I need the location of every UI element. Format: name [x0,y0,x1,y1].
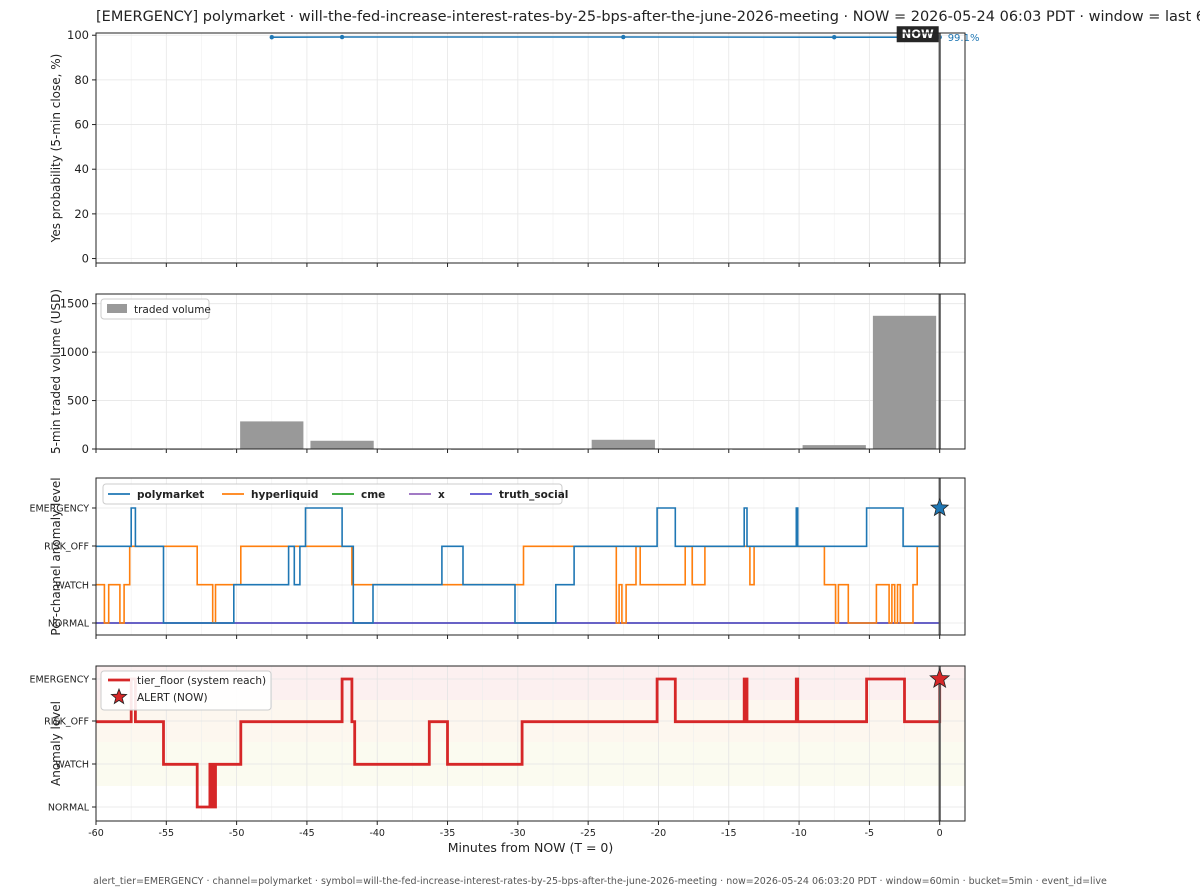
now-badge [896,26,939,43]
x-tick-label: 0 [937,828,943,839]
volume-bar [310,440,374,449]
x-tick-label: -35 [440,828,456,839]
y-tick-label: 1000 [60,345,89,359]
channels-legend: polymarket hyperliquid cme x truth_social [102,483,568,505]
plot-background [96,294,965,449]
channel-line-hyperliquid [96,545,940,624]
legend-label: cme [361,489,385,501]
x-tick-label: -40 [369,828,385,839]
volume-bar [240,421,304,449]
x-tick-label: -50 [229,828,245,839]
y-axis-label: 5-min traded volume (USD) [49,289,63,454]
x-axis-label: Minutes from NOW (T = 0) [448,840,614,855]
y-tick-label: 0 [82,252,89,266]
legend-label: tier_floor (system reach) [137,675,266,687]
now-badge-label: NOW [902,27,934,41]
last-value-label: 99.1% [948,33,980,44]
chart-title: [EMERGENCY] polymarket · will-the-fed-in… [96,9,1200,25]
band-normal [96,786,965,821]
panel-1: 0 500 1000 1500 traded volume 5-min traded vo… [49,289,966,456]
x-tick-label: -10 [791,828,807,839]
x-tick-label: -45 [299,828,315,839]
panel-3: NORMAL WATCH RISK_OFF EMERGENCY tier_floor (… [29,665,966,855]
x-tick-label: -55 [159,828,175,839]
legend-star [110,687,128,705]
tier-floor-line [96,677,942,809]
legend-label: traded volume [134,304,211,316]
x-tick-label: -30 [510,828,526,839]
legend-box [100,298,210,320]
y-tick-label: RISK_OFF [44,542,89,553]
y-tick-label: 20 [74,207,89,221]
y-axis-label: Per-channel anomaly level [49,477,63,635]
x-tick-label: -25 [580,828,596,839]
y-tick-label: EMERGENCY [29,675,89,686]
footer-metadata: alert_tier=EMERGENCY · channel=polymarke… [93,876,1107,887]
y-tick-label: 60 [74,118,89,132]
volume-legend: traded volume [100,298,211,320]
plot-frame [95,665,966,822]
y-tick-label: 0 [82,442,89,456]
y-tick-label: 500 [67,394,89,408]
y-axis-label: Anomaly level [49,701,63,786]
y-tick-label: WATCH [55,760,89,771]
legend-label: hyperliquid [251,489,318,501]
panel-0: 0 20 40 60 80 100 NOW 99.1% Yes probability (5-m… [49,26,979,267]
channel-line-polymarket [96,507,941,624]
volume-bar [802,445,866,449]
y-tick-label: NORMAL [48,803,90,814]
legend-box [100,670,272,711]
y-tick-label: 1500 [60,297,89,311]
probability-point [832,35,837,40]
y-tick-label: WATCH [55,581,89,592]
legend-label: x [438,489,445,501]
y-axis-label: Yes probability (5-min close, %) [49,54,63,244]
legend-swatch [107,304,127,313]
y-tick-label: RISK_OFF [44,717,89,728]
probability-point [621,34,626,40]
x-tick-label: -15 [721,828,737,839]
legend-label: polymarket [137,489,204,501]
plot-frame [95,477,966,636]
y-tick-label: 100 [67,28,89,42]
legend-label: truth_social [499,489,568,501]
x-tick-label: -5 [865,828,874,839]
volume-bar [591,439,655,449]
y-tick-label: NORMAL [48,619,90,630]
channel-alert-star [930,497,950,517]
x-tick-label: -20 [651,828,667,839]
probability-point [339,34,345,40]
x-tick-label: -60 [88,828,104,839]
legend-label: ALERT (NOW) [137,692,208,704]
probability-point [269,35,274,40]
volume-bar [872,315,937,449]
alert-star [929,667,951,688]
y-tick-label: 80 [74,73,89,87]
plot-frame [95,293,966,450]
y-tick-label: EMERGENCY [29,504,89,515]
y-tick-label: 40 [74,162,89,176]
panel-2: NORMAL WATCH RISK_OFF EMERGENCY polymarket hy… [29,477,966,639]
plot-frame [95,32,966,264]
tier-legend: tier_floor (system reach) ALERT (NOW) [100,670,272,711]
plot-background [96,33,965,263]
